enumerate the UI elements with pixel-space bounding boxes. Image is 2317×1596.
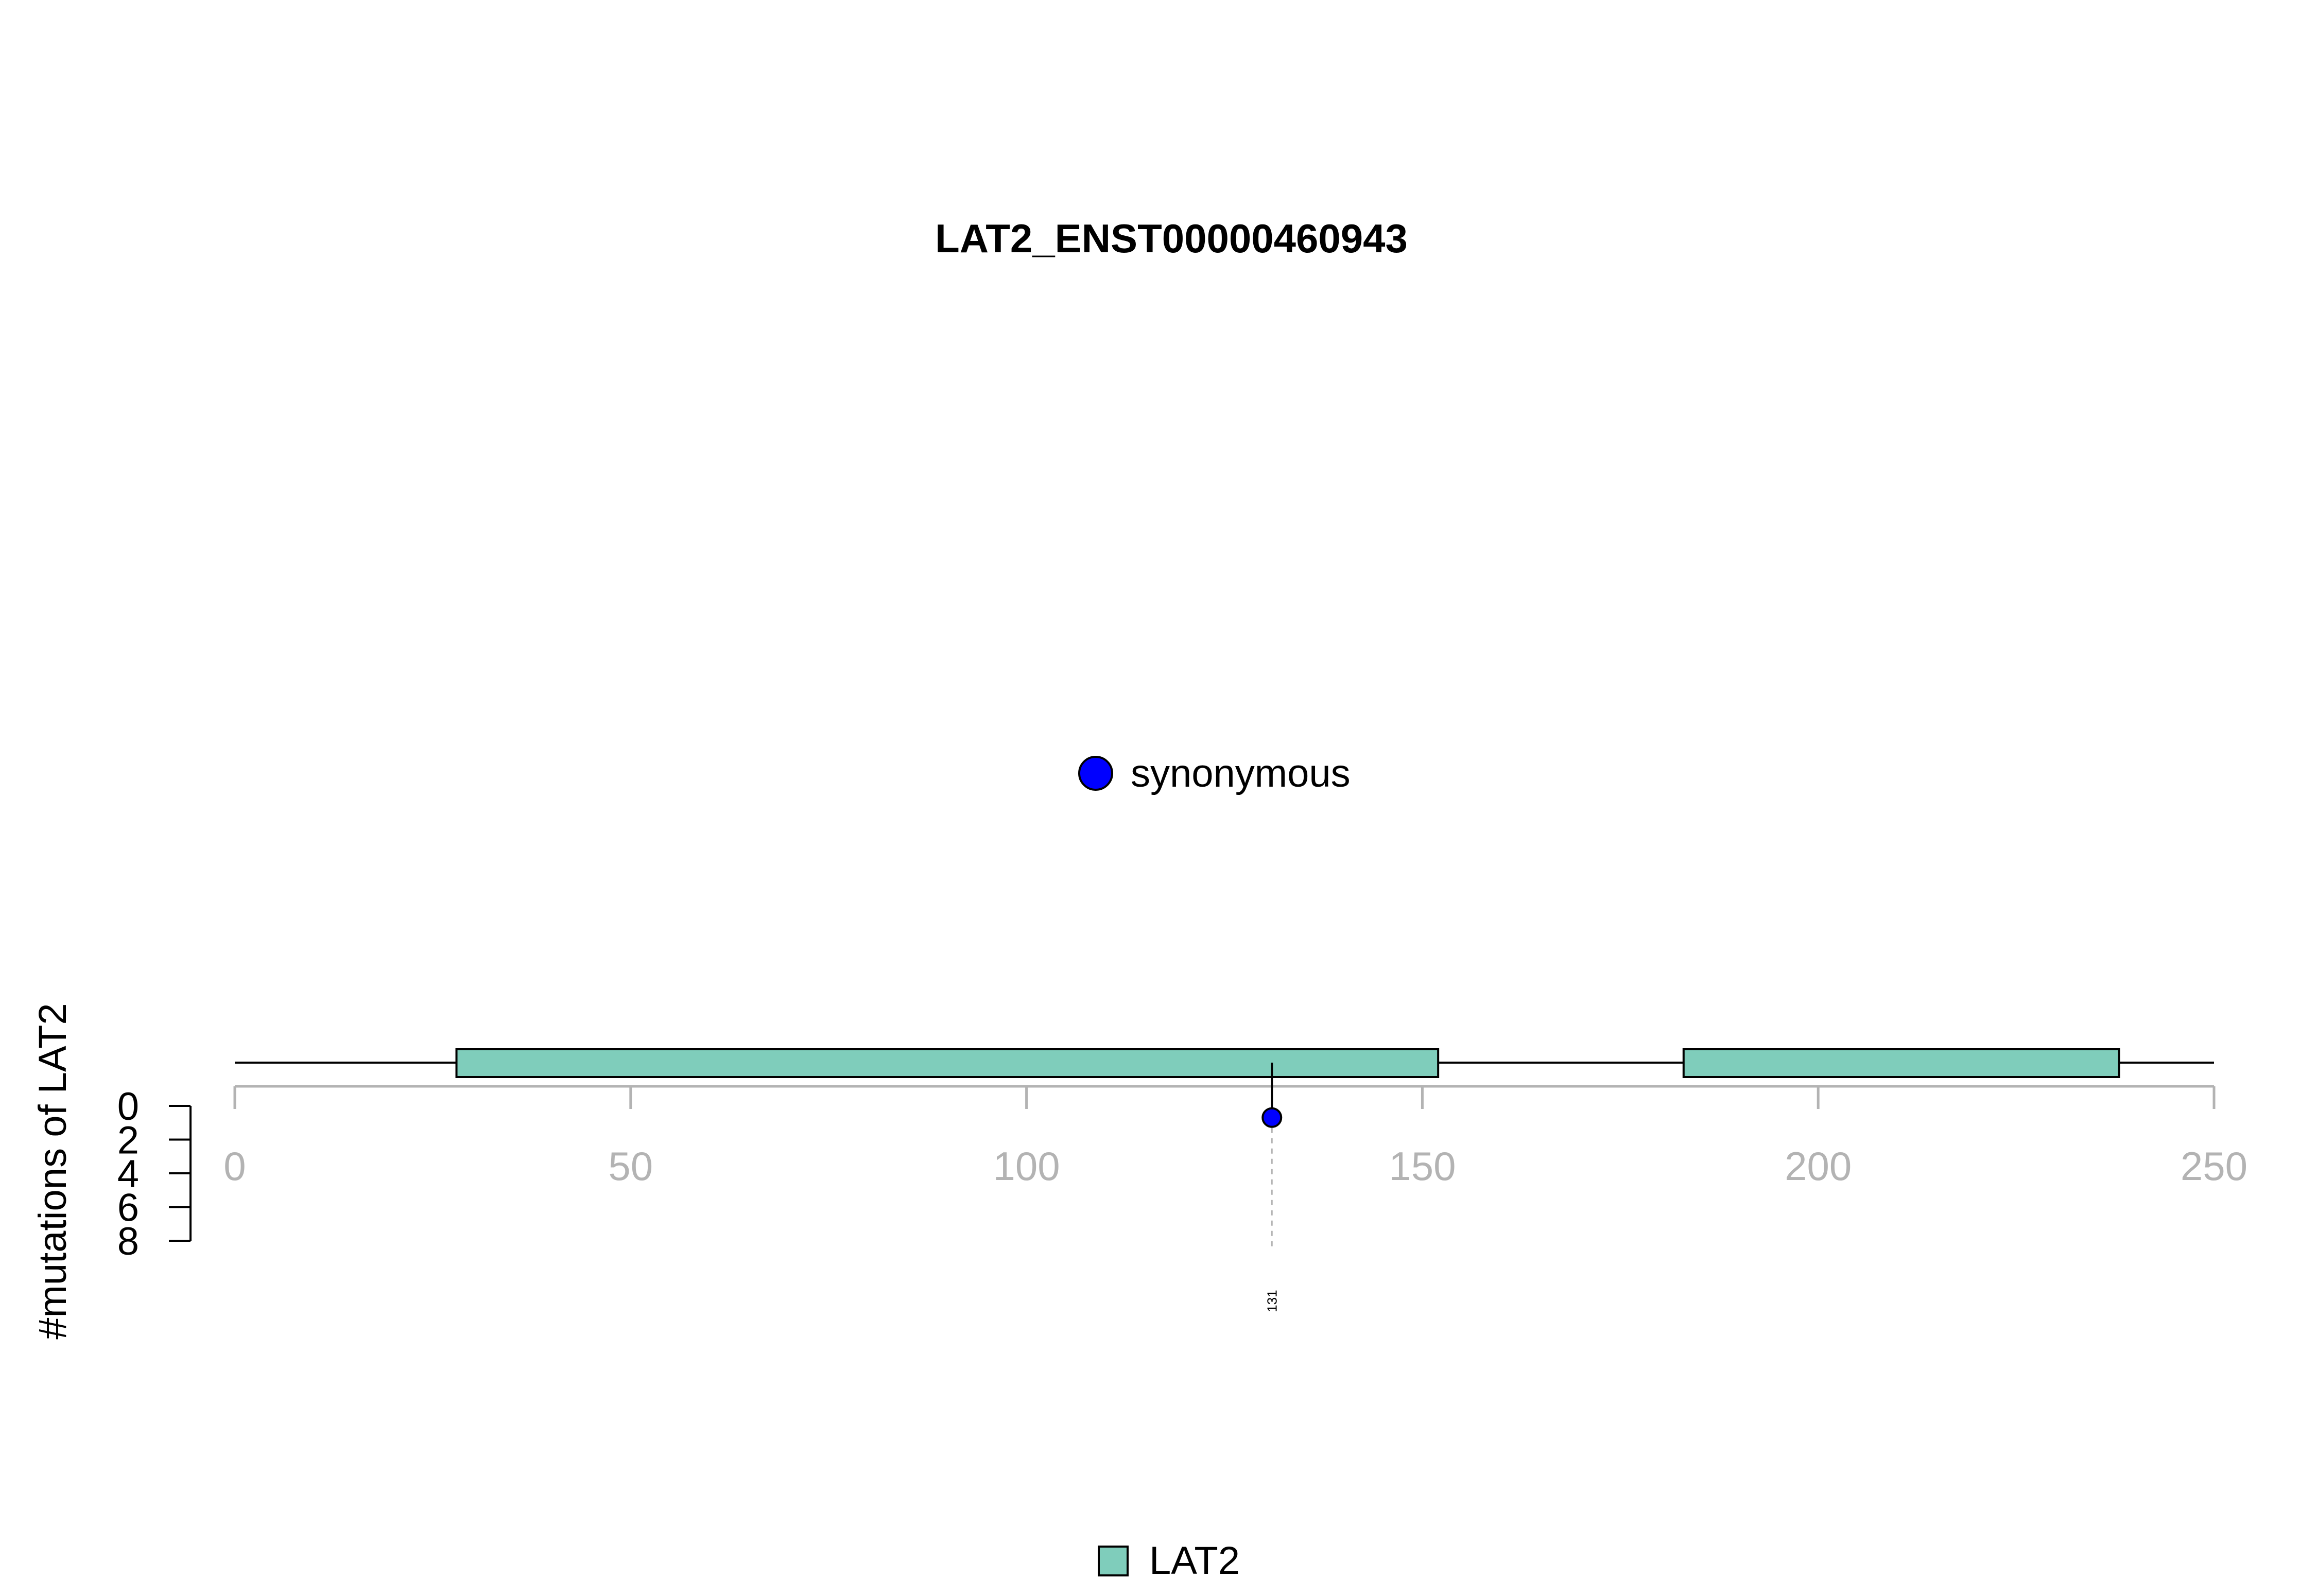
x-tick-label-250: 250 [2181,1143,2247,1189]
legend-marker-synonymous [1078,756,1113,791]
domain-boxes [455,1048,2120,1078]
mutation-label-131: 131 [1264,1290,1279,1312]
domain-box-lat2-2 [1682,1048,2120,1078]
x-tick-label-150: 150 [1389,1143,1456,1189]
legend-label-lat2: LAT2 [1149,1539,1240,1583]
y-tick-label-8: 8 [117,1220,139,1263]
legend-swatch-lat2 [1098,1546,1129,1576]
x-tick-label-200: 200 [1785,1143,1852,1189]
x-tick-label-0: 0 [223,1143,246,1189]
mutation-lollipops: 131 [1261,1063,1283,1312]
y-axis-label: #mutations of LAT2 [31,1003,75,1339]
mutation-point-131 [1261,1107,1283,1128]
x-tick-label-50: 50 [608,1143,653,1189]
y-tick-label-2: 2 [117,1119,139,1163]
y-tick-label-4: 4 [117,1152,139,1196]
domain-legend: LAT2 [1098,1539,1240,1583]
chart-title: LAT2_ENST00000460943 [935,216,1408,261]
domain-box-lat2-1 [455,1048,1440,1078]
y-tick-label-0: 0 [117,1085,139,1129]
legend-label-synonymous: synonymous [1131,752,1351,795]
x-axis: 0 50 100 150 200 250 [223,1085,2247,1189]
mutation-legend: synonymous [1078,752,1351,795]
x-tick-label-100: 100 [993,1143,1060,1189]
y-tick-label-6: 6 [117,1186,139,1230]
